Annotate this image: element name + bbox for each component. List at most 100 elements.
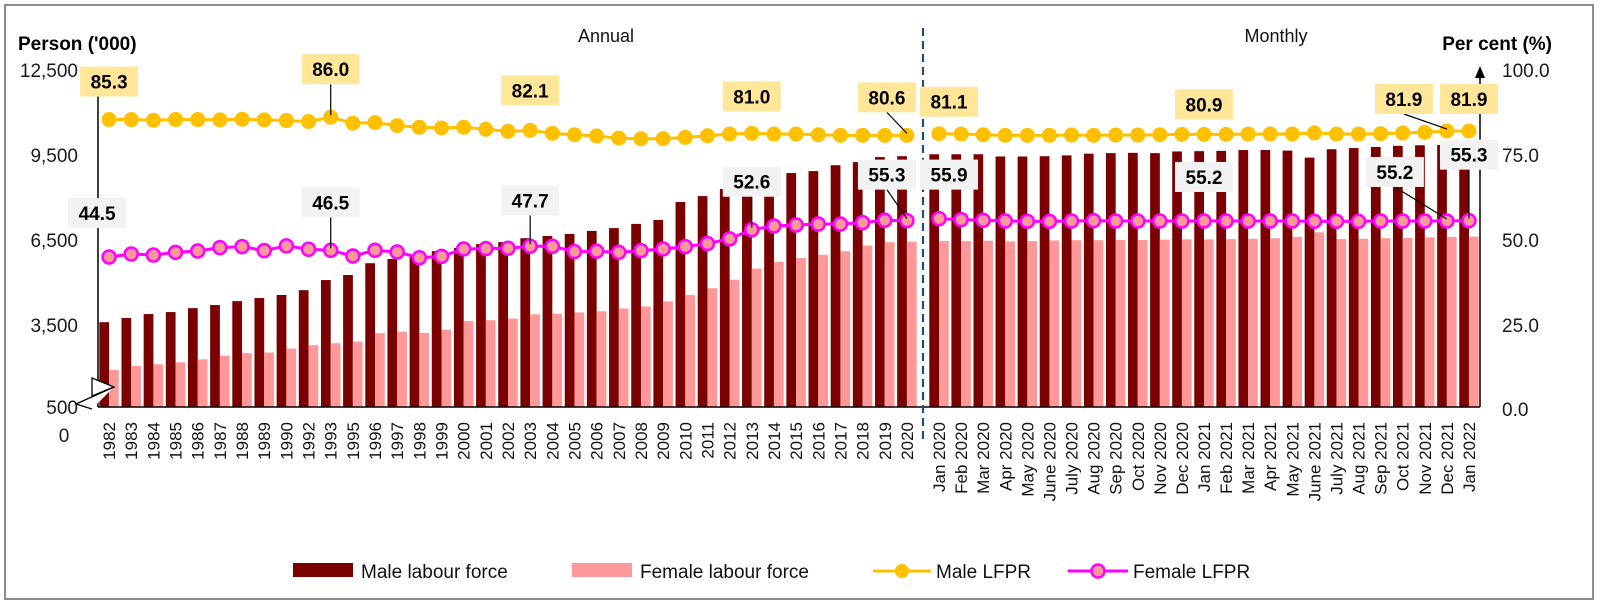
- male-lfpr-point: [478, 121, 494, 137]
- axis-break-icon: [74, 386, 115, 410]
- x-tick-label: 2013: [743, 422, 762, 460]
- x-tick-label: Dec 2021: [1438, 422, 1457, 495]
- x-tick-label: 2001: [477, 422, 496, 460]
- female-lfpr-data-label-box: [68, 198, 127, 229]
- x-tick-label: 2008: [632, 422, 651, 460]
- bar-female-labour-force: [862, 245, 873, 407]
- female-lfpr-point: [101, 249, 117, 265]
- bar-female-labour-force: [1071, 240, 1082, 407]
- female-lfpr-data-label: 44.5: [79, 204, 116, 225]
- bar-male-labour-force: [1172, 151, 1182, 407]
- bar-female-labour-force: [1358, 238, 1369, 407]
- male-lfpr-point: [190, 112, 206, 128]
- bar-female-labour-force: [640, 306, 651, 407]
- male-lfpr-data-label: 81.0: [733, 87, 770, 108]
- bar-male-labour-force: [808, 171, 819, 407]
- female-lfpr-point: [1019, 213, 1036, 230]
- right-axis-title: Per cent (%): [1442, 34, 1552, 55]
- bar-male-labour-force: [320, 280, 331, 407]
- male-lfpr-data-label-box: [80, 66, 139, 97]
- bar-female-labour-force: [1093, 240, 1104, 407]
- bar-male-labour-force: [365, 263, 376, 407]
- male-lfpr-point: [456, 119, 472, 135]
- bar-male-labour-force: [210, 305, 220, 407]
- bar-female-labour-force: [685, 294, 696, 407]
- male-lfpr-point: [997, 127, 1013, 143]
- male-lfpr-point: [1395, 125, 1411, 141]
- x-tick-label: 2003: [521, 422, 540, 460]
- legend-marker-female-lfpr: [1090, 563, 1106, 579]
- lines-layer: [101, 109, 1477, 266]
- bar-male-labour-force: [697, 196, 708, 407]
- female-lfpr-data-label: 52.6: [733, 173, 770, 194]
- female-lfpr-data-label-leader-line: [886, 189, 908, 219]
- bar-female-labour-force: [574, 312, 585, 407]
- x-tick-label: July 2021: [1327, 422, 1346, 495]
- male-lfpr-data-label-box: [1175, 89, 1233, 120]
- female-lfpr-point: [123, 246, 139, 262]
- data-labels-layer: 85.3 86.0 82.1 81.0 80.6 81.1 80.9 81.9 81.9 44.5…: [68, 54, 1498, 249]
- x-tick-label: June 2021: [1305, 422, 1324, 501]
- bar-female-labour-force: [175, 362, 186, 407]
- bar-female-labour-force: [197, 359, 208, 407]
- bar-male-labour-force: [254, 298, 265, 407]
- female-lfpr-point: [300, 241, 317, 258]
- right-tick-label: 100.0: [1502, 61, 1550, 82]
- female-lfpr-point: [278, 238, 295, 254]
- male-lfpr-point: [278, 113, 294, 129]
- female-lfpr-data-label: 55.9: [931, 166, 968, 187]
- female-lfpr-point: [931, 210, 947, 227]
- bar-male-labour-force: [675, 201, 686, 407]
- bar-female-labour-force: [219, 355, 230, 407]
- x-tick-label: 1983: [122, 422, 141, 460]
- male-lfpr-point: [1328, 126, 1344, 142]
- female-lfpr-point: [1174, 213, 1190, 229]
- male-lfpr-point: [367, 115, 383, 131]
- female-lfpr-point: [1284, 213, 1301, 229]
- female-lfpr-point: [721, 231, 738, 247]
- male-lfpr-point: [899, 127, 915, 143]
- female-lfpr-point: [1240, 213, 1256, 229]
- bar-male-labour-force: [653, 219, 664, 407]
- male-lfpr-data-label: 81.9: [1450, 90, 1487, 111]
- male-lfpr-point: [788, 126, 804, 142]
- bar-male-labour-force: [298, 290, 309, 407]
- x-tick-label: 2014: [765, 422, 784, 460]
- male-lfpr-point: [1196, 126, 1212, 142]
- male-lfpr-data-label: 80.9: [1186, 95, 1223, 116]
- male-lfpr-data-label-box: [1439, 83, 1498, 114]
- bar-male-labour-force: [1017, 156, 1028, 407]
- female-lfpr-point: [367, 242, 383, 259]
- bar-male-labour-force: [99, 322, 110, 407]
- female-lfpr-point: [1107, 213, 1124, 229]
- male-lfpr-point: [123, 112, 139, 128]
- bar-female-labour-force: [286, 348, 297, 407]
- right-tick-label: 25.0: [1502, 316, 1539, 337]
- bar-male-labour-force: [897, 156, 907, 407]
- x-tick-label: 1989: [255, 422, 274, 460]
- male-lfpr-point: [212, 112, 228, 128]
- bar-male-labour-force: [1238, 150, 1249, 407]
- male-lfpr-data-label-leader-line: [1403, 113, 1448, 130]
- bar-male-labour-force: [1459, 144, 1469, 407]
- bar-female-labour-force: [1292, 236, 1303, 407]
- bar-male-labour-force: [875, 157, 885, 407]
- bar-female-labour-force: [1115, 239, 1126, 407]
- female-lfpr-point: [655, 241, 671, 257]
- x-axis-labels: 1982 1983 1984 1985 1986 1987 1988 1989 1990 1992…: [100, 422, 1479, 501]
- male-lfpr-point: [1240, 126, 1256, 142]
- male-lfpr-point: [1262, 126, 1278, 142]
- bar-female-labour-force: [397, 331, 407, 407]
- x-tick-label: Sep 2020: [1107, 422, 1126, 495]
- male-lfpr-point: [1373, 126, 1389, 142]
- section-label-annual: Annual: [578, 26, 634, 46]
- bar-male-labour-force: [1260, 150, 1271, 407]
- bar-female-labour-force: [1159, 239, 1170, 407]
- male-lfpr-point: [411, 119, 427, 135]
- female-lfpr-data-label-box: [501, 185, 560, 216]
- female-lfpr-point: [212, 239, 228, 256]
- x-tick-label: Nov 2021: [1416, 422, 1435, 495]
- bar-male-labour-force: [1326, 149, 1337, 407]
- male-lfpr-data-label: 80.6: [868, 88, 905, 109]
- x-tick-label: 2004: [543, 422, 562, 460]
